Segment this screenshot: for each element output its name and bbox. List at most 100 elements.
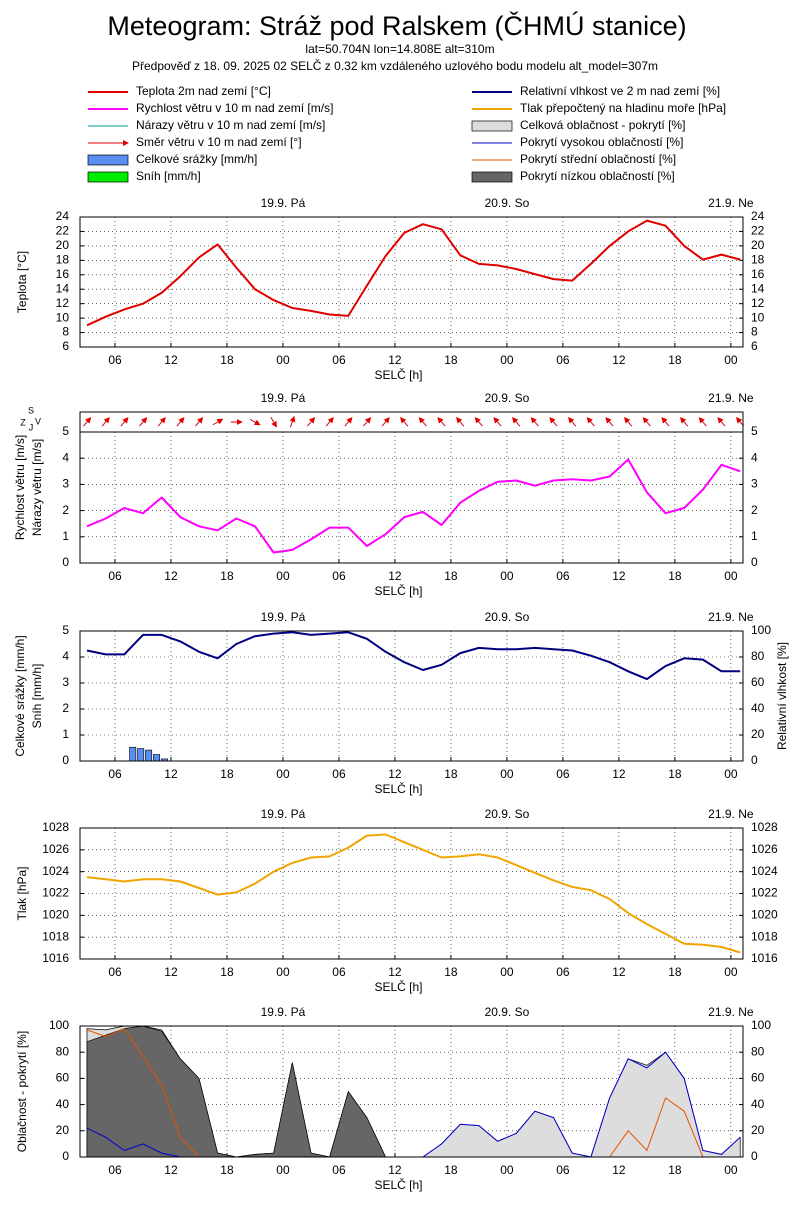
legend-label: Pokrytí vysokou oblačností [%] xyxy=(520,135,683,149)
wind-arrow xyxy=(176,417,185,427)
y-tick-label: 1 xyxy=(62,727,69,741)
x-tick-label: 12 xyxy=(164,569,178,583)
day-label: 20.9. So xyxy=(485,1005,530,1019)
precip-bar xyxy=(145,749,153,762)
compass-letter: V xyxy=(35,416,41,426)
title: Meteogram: Stráž pod Ralskem (ČHMÚ stani… xyxy=(107,10,686,41)
wind-arrow xyxy=(400,417,409,427)
day-label: 19.9. Pá xyxy=(261,1005,306,1019)
y-tick-label-right: 22 xyxy=(751,224,765,238)
y-tick-label: 10 xyxy=(56,310,70,324)
x-tick-label: 18 xyxy=(220,569,234,583)
series-line xyxy=(86,833,741,954)
y-tick-label: 4 xyxy=(62,450,69,464)
day-label: 19.9. Pá xyxy=(261,391,306,405)
y-tick-label-right: 14 xyxy=(751,281,765,295)
y-tick-label: 14 xyxy=(56,281,70,295)
x-tick-label: 18 xyxy=(444,767,458,781)
y-tick-label-right: 60 xyxy=(751,1071,765,1085)
wind-arrow xyxy=(549,417,558,427)
y-tick-label: 12 xyxy=(56,296,70,310)
y-tick-label-right: 1018 xyxy=(751,929,778,943)
y-tick-label-right: 20 xyxy=(751,1123,765,1137)
wind-arrow xyxy=(363,417,372,427)
wind-arrow xyxy=(83,417,92,427)
precip-bar xyxy=(137,748,145,762)
x-tick-label: 06 xyxy=(556,1163,570,1177)
y-tick-label: 8 xyxy=(62,325,69,339)
plot-frame xyxy=(79,1025,744,1158)
day-label: 19.9. Pá xyxy=(261,196,306,210)
wind-arrow xyxy=(270,416,277,428)
x-tick-label: 12 xyxy=(612,767,626,781)
y-tick-label: 2 xyxy=(62,503,69,517)
wind-arrow xyxy=(437,417,446,427)
y-tick-label-right: 24 xyxy=(751,209,765,223)
y-tick-label-right: 20 xyxy=(751,238,765,252)
legend-label: Relativní vlhkost ve 2 m nad zemí [%] xyxy=(520,84,720,98)
plot-frame xyxy=(79,411,744,564)
wind-arrow xyxy=(344,417,353,427)
x-tick-label: 18 xyxy=(444,1163,458,1177)
x-tick-label: 18 xyxy=(668,965,682,979)
y-axis-label: Tlak [hPa] xyxy=(15,866,29,920)
y-tick-label: 1022 xyxy=(42,886,69,900)
x-tick-label: 00 xyxy=(276,353,290,367)
wind-arrow xyxy=(101,417,110,427)
y-tick-label-right: 8 xyxy=(751,325,758,339)
plot-frame xyxy=(79,630,744,762)
x-tick-label: 06 xyxy=(108,353,122,367)
x-tick-label: 18 xyxy=(668,569,682,583)
y-axis-label: Sníh [mm/h] xyxy=(30,664,44,729)
y2-tick-label: 0 xyxy=(751,753,758,767)
y-tick-label: 100 xyxy=(49,1018,69,1032)
y2-tick-label: 60 xyxy=(751,675,765,689)
precip-bar xyxy=(153,754,160,762)
y-tick-label: 5 xyxy=(62,424,69,438)
x-tick-label: 00 xyxy=(500,767,514,781)
x-tick-label: 00 xyxy=(724,767,738,781)
y-axis-label: Celkové srážky [mm/h] xyxy=(13,635,27,756)
x-tick-label: 18 xyxy=(668,767,682,781)
legend-label: Sníh [mm/h] xyxy=(136,169,201,183)
x-tick-label: 06 xyxy=(108,965,122,979)
y-tick-label-right: 1024 xyxy=(751,864,778,878)
forecast-info: Předpověď z 18. 09. 2025 02 SELČ z 0.32 … xyxy=(132,58,658,73)
wind-arrow xyxy=(418,417,427,427)
y-axis-label: Teplota [°C] xyxy=(15,251,29,313)
legend-label: Teplota 2m nad zemí [°C] xyxy=(136,84,271,98)
day-label: 20.9. So xyxy=(485,196,530,210)
day-label: 19.9. Pá xyxy=(261,807,306,821)
legend-label: Směr větru v 10 m nad zemí [°] xyxy=(136,135,302,149)
x-tick-label: 06 xyxy=(332,965,346,979)
y2-axis-label: Relativní vlhkost [%] xyxy=(775,642,789,750)
y-tick-label-right: 100 xyxy=(751,1018,771,1032)
y-tick-label: 20 xyxy=(56,1123,70,1137)
y-tick-label-right: 2 xyxy=(751,503,758,517)
day-label: 20.9. So xyxy=(485,807,530,821)
x-tick-label: 12 xyxy=(164,353,178,367)
x-tick-label: 06 xyxy=(332,353,346,367)
y-tick-label: 5 xyxy=(62,623,69,637)
wind-arrow xyxy=(624,417,633,427)
legend-swatch xyxy=(87,154,129,166)
y-tick-label-right: 1022 xyxy=(751,886,778,900)
y-tick-label: 2 xyxy=(62,701,69,715)
x-tick-label: 00 xyxy=(276,569,290,583)
x-tick-label: 06 xyxy=(556,353,570,367)
legend-label: Nárazy větru v 10 m nad zemí [m/s] xyxy=(136,118,325,132)
y-tick-label-right: 16 xyxy=(751,267,765,281)
wind-arrow xyxy=(289,415,296,428)
legend-label: Pokrytí střední oblačností [%] xyxy=(520,152,676,166)
wind-arrow xyxy=(530,417,539,427)
wind-arrow xyxy=(249,418,261,426)
x-tick-label: 00 xyxy=(500,1163,514,1177)
legend-label: Celkové srážky [mm/h] xyxy=(136,152,257,166)
day-label: 21.9. Ne xyxy=(708,610,754,624)
y-tick-label-right: 6 xyxy=(751,339,758,353)
wind-arrow xyxy=(474,417,483,427)
day-label: 19.9. Pá xyxy=(261,610,306,624)
x-tick-label: 06 xyxy=(108,767,122,781)
y-tick-label: 0 xyxy=(62,555,69,569)
y-tick-label: 80 xyxy=(56,1044,70,1058)
